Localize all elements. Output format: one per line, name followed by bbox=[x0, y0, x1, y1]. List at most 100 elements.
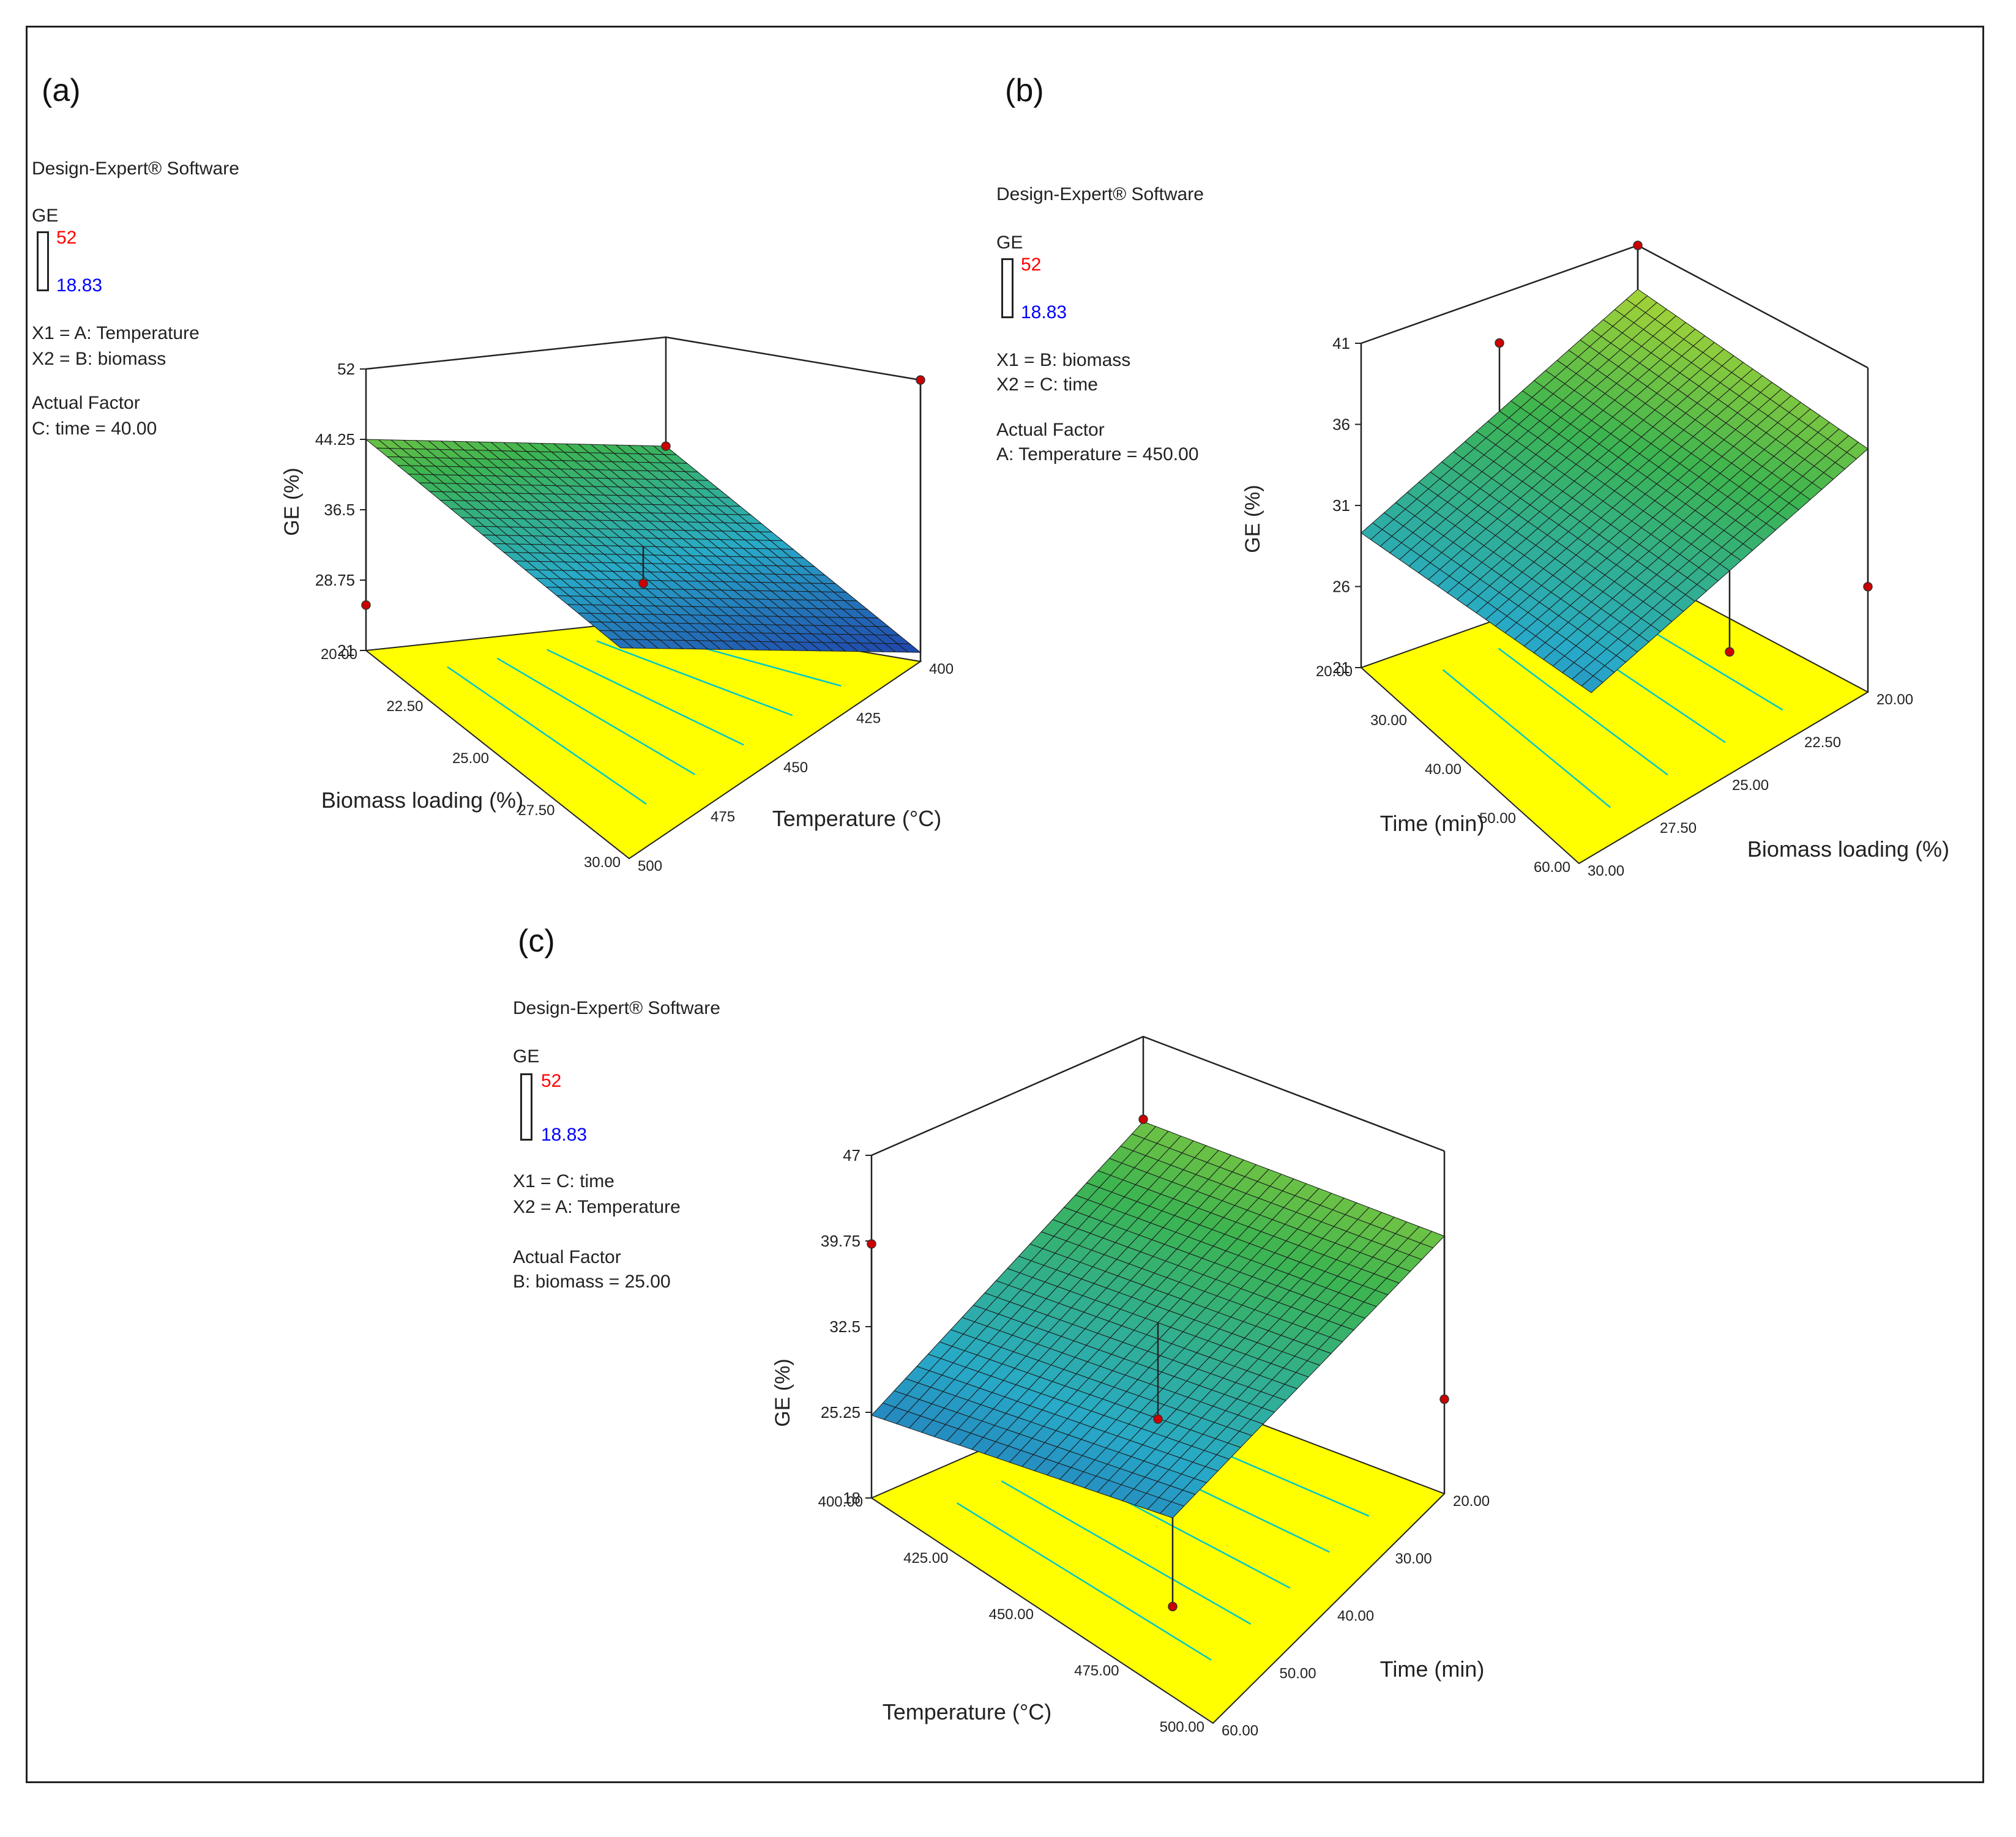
left-axis-label: Time (min) bbox=[1380, 811, 1485, 836]
right-axis-tick-label: 30.00 bbox=[1395, 1551, 1432, 1567]
design-point bbox=[1725, 647, 1734, 657]
left-axis-tick-label: 20.00 bbox=[321, 646, 357, 663]
factor-x2: X2 = A: Temperature bbox=[513, 1197, 681, 1217]
z-tick-label: 44.25 bbox=[315, 430, 355, 449]
legend-b: Design-Expert® Software GE 52 18.83 X1 =… bbox=[996, 182, 1290, 476]
contour-line bbox=[596, 640, 793, 717]
software-name: Design-Expert® Software bbox=[513, 998, 720, 1018]
right-axis-tick-label: 20.00 bbox=[1453, 1493, 1490, 1510]
figure-frame bbox=[26, 26, 1984, 1783]
z-tick-label: 26 bbox=[1332, 578, 1350, 596]
left-axis-tick-label: 400.00 bbox=[818, 1494, 863, 1510]
contour-line bbox=[496, 657, 696, 775]
z-tick-label: 52 bbox=[337, 360, 355, 378]
floor-projection bbox=[1360, 568, 1870, 865]
contour-line bbox=[1442, 669, 1611, 808]
z-tick-label: 39.75 bbox=[821, 1232, 861, 1250]
design-point bbox=[1153, 1414, 1163, 1424]
contour-line bbox=[956, 1502, 1212, 1661]
left-axis-tick-label: 500.00 bbox=[1160, 1719, 1204, 1735]
right-axis-tick-label: 25.00 bbox=[1732, 777, 1769, 794]
right-axis-tick-label: 30.00 bbox=[1588, 863, 1624, 879]
left-axis-tick-label: 30.00 bbox=[584, 854, 621, 871]
left-axis-tick-label: 27.50 bbox=[518, 802, 554, 819]
design-point bbox=[638, 578, 648, 589]
right-axis-tick-label: 27.50 bbox=[1660, 820, 1697, 837]
z-tick-label: 18 bbox=[843, 1489, 861, 1507]
panel-label-a: (a) bbox=[42, 73, 81, 108]
design-point bbox=[1138, 1114, 1148, 1124]
z-tick-label: 25.25 bbox=[821, 1403, 861, 1422]
design-point bbox=[916, 375, 925, 385]
actual-factor-title: Actual Factor bbox=[32, 393, 140, 413]
surface-cell bbox=[609, 639, 634, 649]
left-axis-label: Biomass loading (%) bbox=[321, 788, 523, 813]
contour-line bbox=[547, 649, 744, 746]
z-axis-label: GE (%) bbox=[1241, 485, 1264, 553]
left-axis-tick-label: 25.00 bbox=[452, 750, 489, 767]
actual-factor-title: Actual Factor bbox=[513, 1247, 621, 1267]
right-axis-tick-label: 50.00 bbox=[1280, 1665, 1316, 1682]
legend-a: Design-Expert® Software GE 52 18.83 X1 =… bbox=[32, 157, 289, 450]
actual-factor-value: A: Temperature = 450.00 bbox=[996, 444, 1199, 464]
color-scale-bar bbox=[1001, 258, 1014, 318]
scale-low-value: 18.83 bbox=[56, 275, 103, 296]
right-axis-tick-label: 500 bbox=[638, 858, 662, 874]
right-axis-tick-label: 22.50 bbox=[1804, 734, 1841, 751]
response-surface bbox=[1361, 288, 1869, 693]
response-surface bbox=[871, 1121, 1445, 1519]
z-tick-label: 28.75 bbox=[315, 571, 355, 589]
right-axis-tick-label: 60.00 bbox=[1222, 1723, 1258, 1739]
actual-factor-title: Actual Factor bbox=[996, 420, 1105, 440]
z-tick-label: 32.5 bbox=[829, 1317, 861, 1336]
design-point bbox=[1495, 338, 1504, 348]
contour-line bbox=[1498, 647, 1668, 776]
right-axis-tick-label: 400 bbox=[929, 661, 954, 677]
response-label: GE bbox=[996, 233, 1023, 253]
factor-x1: X1 = A: Temperature bbox=[32, 323, 200, 343]
left-axis-tick-label: 450.00 bbox=[989, 1606, 1034, 1623]
z-axis-label: GE (%) bbox=[771, 1358, 794, 1426]
contour-line bbox=[447, 666, 647, 805]
design-point bbox=[1439, 1394, 1449, 1404]
left-axis-tick-label: 60.00 bbox=[1534, 859, 1570, 876]
response-label: GE bbox=[513, 1046, 540, 1067]
contour-line bbox=[1001, 1480, 1252, 1625]
factor-x1: X1 = B: biomass bbox=[996, 350, 1131, 370]
design-point bbox=[661, 441, 671, 451]
z-tick-label: 21 bbox=[337, 641, 355, 660]
left-axis-tick-label: 475.00 bbox=[1074, 1663, 1119, 1679]
z-tick-label: 21 bbox=[1332, 658, 1350, 677]
scale-high-value: 52 bbox=[541, 1071, 562, 1091]
right-axis-tick-label: 425 bbox=[856, 710, 881, 727]
right-axis-tick-label: 20.00 bbox=[1876, 691, 1913, 708]
right-axis-label: Biomass loading (%) bbox=[1747, 837, 1949, 862]
scale-low-value: 18.83 bbox=[541, 1125, 588, 1145]
response-label: GE bbox=[32, 206, 59, 226]
scale-low-value: 18.83 bbox=[1021, 302, 1067, 322]
legend-c: Design-Expert® Software GE 52 18.83 X1 =… bbox=[513, 996, 794, 1302]
z-tick-label: 36.5 bbox=[324, 501, 355, 519]
factor-x2: X2 = C: time bbox=[996, 374, 1098, 395]
software-name: Design-Expert® Software bbox=[996, 184, 1204, 204]
right-axis-label: Temperature (°C) bbox=[772, 806, 941, 831]
left-axis-tick-label: 22.50 bbox=[386, 698, 423, 715]
design-point bbox=[1633, 240, 1643, 250]
right-axis-tick-label: 450 bbox=[783, 759, 808, 776]
z-axis-label: GE (%) bbox=[280, 468, 304, 535]
design-point bbox=[1863, 582, 1873, 592]
right-axis-tick-label: 40.00 bbox=[1337, 1608, 1374, 1625]
design-point bbox=[1168, 1601, 1178, 1612]
z-tick-label: 47 bbox=[843, 1146, 861, 1164]
surface-cell bbox=[1159, 1501, 1185, 1519]
color-scale-bar bbox=[520, 1073, 532, 1141]
design-point bbox=[361, 600, 371, 610]
response-surface bbox=[365, 439, 922, 653]
actual-factor-value: C: time = 40.00 bbox=[32, 419, 157, 439]
left-axis-tick-label: 30.00 bbox=[1370, 712, 1407, 729]
color-scale-bar bbox=[37, 231, 49, 291]
floor-projection bbox=[870, 1378, 1446, 1724]
